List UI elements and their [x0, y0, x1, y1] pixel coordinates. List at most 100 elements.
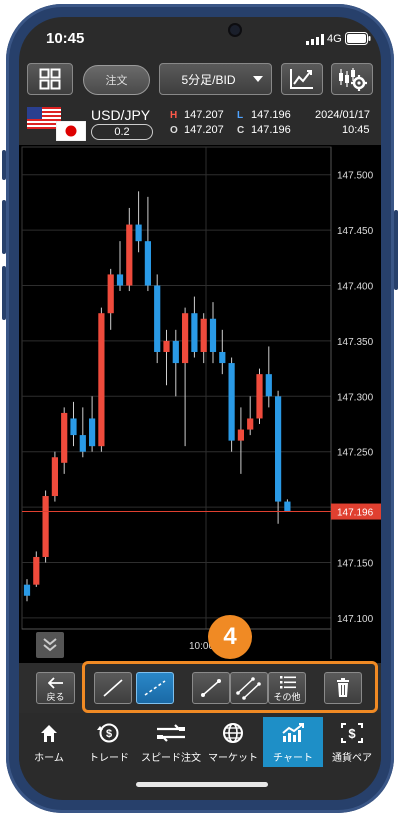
jp-flag-icon: [56, 121, 86, 141]
candle-body: [42, 496, 49, 557]
candle-body: [61, 412, 68, 463]
tab-label: トレード: [89, 753, 129, 764]
close-label: C: [237, 125, 245, 136]
chart-plot[interactable]: 147.500 147.450 147.400 147.350 147.300 147.2…: [19, 145, 381, 665]
price-axis-label: 147.300: [337, 392, 374, 403]
candle-body: [89, 418, 96, 447]
candle-body: [237, 429, 244, 441]
delete-tool-button[interactable]: [324, 672, 362, 704]
more-tools-label: その他: [273, 692, 301, 702]
back-label: 戻る: [46, 692, 65, 702]
candle-body: [107, 274, 114, 314]
front-camera: [230, 25, 240, 35]
chart-icon: [282, 723, 304, 742]
line-icon: [103, 679, 123, 697]
tab-label: 通貨ペア: [332, 753, 372, 764]
quote-date: 2024/01/17: [315, 109, 371, 121]
candle-body: [135, 224, 142, 242]
parallel-line-icon: [236, 677, 261, 700]
chevron-down-icon: [253, 76, 263, 82]
candle-body: [275, 396, 282, 502]
tab-chart[interactable]: チャート: [263, 717, 323, 767]
candle-body: [200, 318, 207, 352]
candle-body: [154, 285, 161, 352]
candle-body: [265, 374, 272, 397]
double-chevron-down-icon: [43, 638, 57, 652]
candle-body: [228, 363, 235, 441]
svg-text:$: $: [348, 726, 356, 741]
candle-body: [247, 418, 254, 430]
candle-body: [51, 457, 58, 497]
open-label: O: [170, 125, 178, 136]
line-tool-button[interactable]: [94, 672, 132, 704]
tab-trade[interactable]: $ トレード: [79, 717, 139, 767]
arrow-left-icon: [48, 677, 63, 689]
chart-settings-button[interactable]: [331, 63, 373, 95]
side-button: [2, 150, 6, 180]
spread-value: 0.2: [91, 124, 153, 140]
candle-body: [79, 435, 86, 452]
timeframe-select[interactable]: 5分足/BID: [159, 63, 272, 95]
candle-body: [209, 318, 217, 352]
candle-body: [172, 340, 179, 364]
candle-body: [256, 374, 263, 419]
power-button: [394, 210, 398, 290]
tab-label: スピード注文: [141, 753, 201, 764]
candle-body: [191, 313, 198, 352]
app-screen: 10:45 4G: [19, 17, 381, 800]
close-value: 147.196: [251, 124, 291, 136]
candle-body: [219, 351, 226, 364]
open-value: 147.207: [184, 124, 224, 136]
home-indicator: [136, 782, 268, 787]
svg-text:$: $: [106, 728, 112, 740]
trash-icon: [337, 678, 349, 697]
battery-icon: [345, 32, 371, 45]
time-axis-label: 10:00: [189, 641, 215, 652]
tab-home[interactable]: ホーム: [19, 717, 79, 767]
status-time: 10:45: [46, 30, 85, 47]
volume-down-button: [2, 266, 6, 320]
currency-pair: USD/JPY: [91, 107, 151, 123]
back-button[interactable]: 戻る: [36, 672, 75, 704]
more-tools-button[interactable]: その他: [268, 672, 306, 704]
candle-body: [70, 418, 77, 436]
tab-speed-order[interactable]: スピード注文: [139, 717, 203, 767]
trend-line-tool-button[interactable]: [192, 672, 230, 704]
candle-body: [126, 224, 133, 286]
plot-border: [21, 146, 332, 630]
candle-body: [33, 556, 40, 585]
tab-label: ホーム: [34, 753, 64, 764]
list-icon: [280, 676, 296, 689]
grid-layout-button[interactable]: [27, 63, 73, 95]
price-axis-label: 147.350: [337, 337, 374, 348]
price-axis-label: 147.450: [337, 226, 374, 237]
candle-body: [116, 274, 124, 286]
drawing-toolbar: 戻る: [19, 663, 381, 713]
volume-up-button: [2, 200, 6, 254]
high-label: H: [170, 110, 178, 121]
price-axis-label: 147.400: [337, 282, 374, 293]
status-bar: 10:45 4G: [19, 17, 381, 59]
dashed-line-tool-button[interactable]: [136, 672, 174, 704]
candle-body: [182, 313, 189, 364]
current-price-label: 147.196: [337, 508, 374, 519]
candle-body: [98, 313, 105, 447]
chart-settings-icon: [339, 68, 367, 91]
tab-currency-pair[interactable]: $ 通貨ペア: [323, 717, 381, 767]
tab-market[interactable]: マーケット: [203, 717, 263, 767]
candlestick-chart[interactable]: 147.500 147.450 147.400 147.350 147.300 147.2…: [19, 145, 381, 665]
trade-icon: $: [97, 723, 119, 743]
bottom-tab-bar: ホーム $ トレード スピード注文: [19, 717, 381, 769]
speed-order-icon: [157, 724, 185, 742]
order-button[interactable]: 注文: [83, 65, 150, 95]
candle-body: [23, 584, 31, 596]
parallel-line-tool-button[interactable]: [230, 672, 268, 704]
add-indicator-button[interactable]: [281, 63, 323, 95]
grid-icon: [39, 68, 61, 90]
high-value: 147.207: [184, 109, 224, 121]
home-icon: [41, 725, 57, 742]
currency-pair-icon: $: [341, 723, 363, 743]
collapse-chevron-button[interactable]: [36, 632, 64, 658]
globe-icon: [223, 723, 243, 743]
